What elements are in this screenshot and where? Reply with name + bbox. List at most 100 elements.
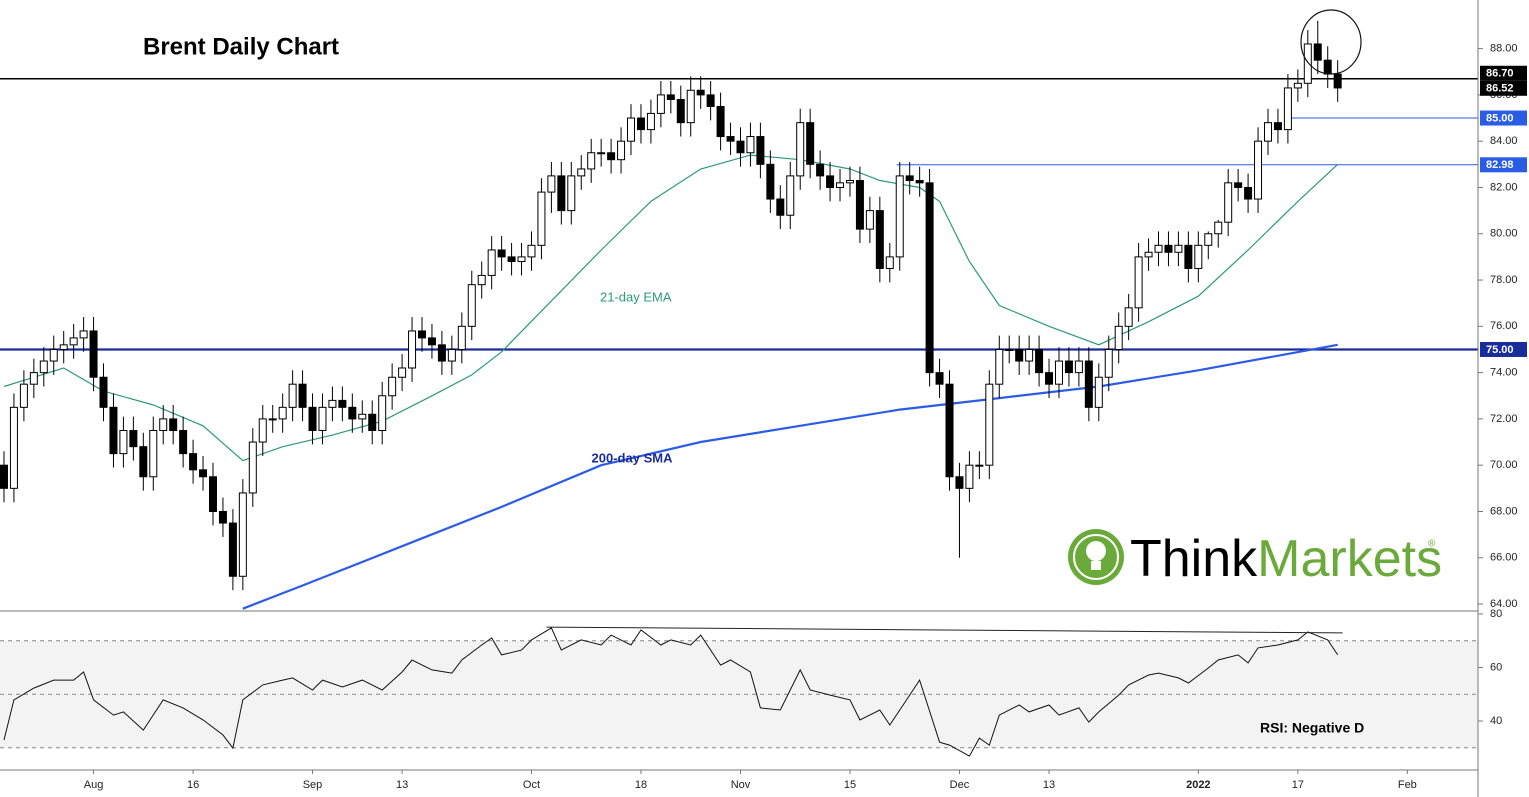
candle-body: [368, 413, 377, 431]
axes: 64.00 66.00 68.00 70.00 72.00 74.00 76.00 78.00…: [84, 43, 1527, 791]
candle-body: [9, 406, 18, 489]
candle-body: [1244, 186, 1253, 200]
candle-body: [547, 175, 556, 193]
candle-body: [597, 152, 606, 155]
logo-registered: ®: [1428, 539, 1436, 550]
candle-body: [567, 175, 576, 212]
candle-body: [537, 191, 546, 246]
rsi-annotation: RSI: Negative D: [1260, 720, 1364, 736]
candle-body: [1174, 244, 1183, 253]
candle-body: [557, 175, 566, 212]
candle-body: [985, 383, 994, 466]
candle-body: [139, 446, 148, 478]
logo-markets: Markets: [1257, 530, 1442, 588]
y-tick-label: 84.00: [1490, 135, 1518, 147]
candle-body: [965, 464, 974, 489]
candle-body: [875, 210, 884, 269]
candle-body: [39, 360, 48, 374]
candle-body: [89, 330, 98, 378]
candle-body: [895, 175, 904, 258]
candle-body: [855, 180, 864, 230]
candle-body: [427, 337, 436, 346]
price-badge-label: 86.52: [1486, 83, 1514, 95]
logo-text: ThinkMarkets: [1130, 530, 1442, 588]
candle-body: [1273, 122, 1282, 131]
candle-body: [119, 429, 128, 455]
rsi-line: [3, 627, 1339, 757]
y-tick-label: 72.00: [1490, 413, 1518, 425]
candle-body: [676, 99, 685, 124]
candle-body: [587, 152, 596, 170]
candle-body: [885, 256, 894, 269]
highlight-circle: [1300, 9, 1362, 75]
candle-body: [218, 510, 227, 524]
candle-body: [487, 249, 496, 276]
y-tick-label: 70.00: [1490, 459, 1518, 471]
candle-body: [1035, 348, 1044, 374]
candle-body: [477, 274, 486, 286]
candle-body: [507, 256, 516, 263]
candle-body: [1045, 372, 1054, 385]
candle-body: [806, 122, 815, 165]
logo-ring: [1073, 534, 1119, 580]
price-badge-label: 86.70: [1486, 68, 1514, 80]
candle-body: [816, 163, 825, 177]
candle-body: [1214, 221, 1223, 235]
candle-body: [338, 399, 347, 408]
candle-body: [1323, 59, 1332, 75]
candle-body: [945, 383, 954, 478]
candle-body: [109, 406, 118, 455]
candle-body: [258, 418, 267, 443]
y-tick-label: 82.00: [1490, 181, 1518, 193]
candle-body: [1124, 307, 1133, 327]
candle-body: [836, 182, 845, 188]
y-tick-label: 66.00: [1490, 552, 1518, 564]
candle-body: [607, 152, 616, 161]
candle-body: [318, 406, 327, 431]
candle-body: [527, 244, 536, 258]
candle-body: [935, 372, 944, 385]
candle-body: [1254, 140, 1263, 200]
price-badge: [1480, 341, 1527, 357]
candle-body: [726, 136, 735, 142]
y-tick-label: 88.00: [1490, 43, 1518, 55]
candle-body: [99, 376, 108, 408]
x-tick-label: 13: [396, 779, 408, 791]
candle-body: [129, 429, 138, 448]
candle-body: [666, 94, 675, 101]
candle-body: [915, 180, 924, 184]
candle-body: [358, 413, 367, 420]
candle-body: [1263, 122, 1272, 142]
rsi-y-tick-label: 80: [1490, 608, 1502, 620]
candle-body: [1333, 73, 1342, 89]
candle-body: [1134, 256, 1143, 309]
candle-body: [238, 492, 247, 577]
logo-bulb-base: [1091, 561, 1101, 570]
ma-line: [242, 343, 1338, 610]
candle-body: [1283, 87, 1292, 131]
candle-body: [766, 163, 775, 200]
candle-body: [467, 284, 476, 327]
candle-body: [1015, 348, 1024, 362]
candle-body: [418, 330, 427, 339]
candle-body: [975, 464, 984, 467]
candle-body: [746, 136, 755, 154]
candle-body: [497, 249, 506, 258]
candle-body: [636, 117, 645, 131]
candle-body: [955, 476, 964, 489]
candle-body: [19, 383, 28, 408]
candle-body: [1144, 251, 1153, 258]
candle-body: [1164, 244, 1173, 253]
candle-body: [1025, 348, 1034, 362]
rsi-y-tick-label: 60: [1490, 661, 1502, 673]
candle-body: [1303, 43, 1312, 84]
candle-body: [388, 376, 397, 397]
price-badge: [1480, 65, 1527, 81]
candle-body: [1204, 233, 1213, 246]
candle-body: [686, 89, 695, 124]
candle-body: [736, 140, 745, 154]
x-tick-label: 15: [844, 779, 856, 791]
x-tick-label: Aug: [84, 779, 104, 791]
candle-body: [457, 325, 466, 350]
price-panel: [0, 20, 1478, 610]
